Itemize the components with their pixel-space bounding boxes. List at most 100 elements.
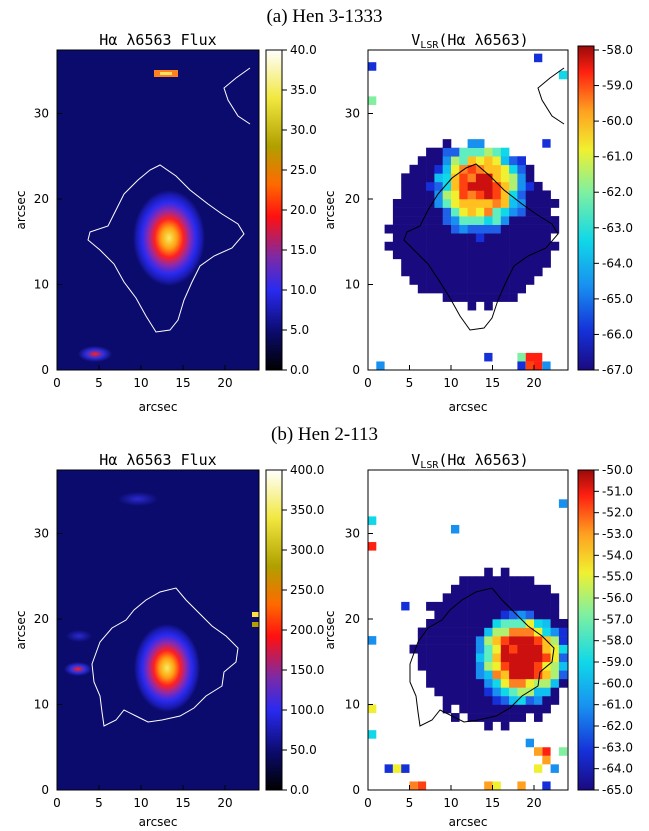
velocity-pixel [451,584,460,594]
velocity-pixel [509,670,518,680]
velocity-pixel [442,661,452,671]
velocity-pixel [409,781,418,790]
colorbar-tick-label: 200.0 [290,623,324,637]
velocity-pixel [401,601,410,611]
velocity-pixel [442,619,452,628]
x-tick-label: 10 [443,376,458,390]
velocity-pixel [517,653,526,663]
velocity-pixel [534,687,543,697]
y-tick-label: 0 [41,363,49,377]
velocity-pixel [525,593,535,603]
velocity-pixel [459,670,468,680]
colorbar-tick-label: -62.0 [602,185,633,199]
velocity-pixel [525,275,535,285]
velocity-pixel [401,258,410,268]
velocity-pixel [542,233,551,243]
velocity-pixel [534,610,543,620]
velocity-pixel [475,293,485,302]
velocity-pixel [484,293,493,302]
velocity-pixel [459,284,468,294]
velocity-ylabel-b: arcsec [323,611,337,650]
flux-colorbar-b [265,469,283,791]
velocity-pixel [434,644,443,654]
y-tick-label: 0 [352,783,360,797]
velocity-pixel [492,164,502,174]
velocity-pixel [467,199,477,208]
velocity-pixel [525,619,535,628]
y-tick-label: 20 [34,612,49,626]
velocity-pixel [517,678,526,688]
velocity-pixel [484,678,493,688]
velocity-pixel [517,584,526,594]
velocity-pixel [401,190,410,200]
velocity-pixel [550,661,560,671]
velocity-pixel [500,670,510,680]
velocity-pixel [459,695,468,705]
velocity-pixel [534,258,543,268]
colorbar-tick-label: -63.0 [602,221,633,235]
velocity-pixel [434,610,443,620]
velocity-pixel [451,164,460,174]
velocity-pixel [467,678,477,688]
velocity-pixel [475,181,485,191]
velocity-pixel [442,147,452,157]
velocity-pixel [459,584,468,594]
velocity-pixel [484,301,493,311]
velocity-pixel [467,284,477,294]
velocity-pixel [542,250,551,260]
velocity-pixel [517,207,526,217]
velocity-pixel [426,258,435,268]
velocity-pixel [509,593,518,603]
velocity-pixel [409,181,419,191]
velocity-pixel [467,224,477,234]
velocity-pixel [459,661,468,671]
velocity-pixel [509,241,518,251]
colorbar-tick-label: 35.0 [290,83,317,97]
velocity-pixel [475,199,485,208]
velocity-pixel [442,156,452,166]
y-tick-label: 30 [34,527,49,541]
velocity-pixel [442,704,452,714]
velocity-pixel [517,164,526,174]
velocity-pixel [558,661,568,671]
velocity-pixel [442,695,452,705]
velocity-pixel [550,601,560,611]
colorbar-tick-label: -59.0 [602,655,633,669]
velocity-pixel [517,224,526,234]
velocity-pixel [392,764,402,773]
colorbar-tick-label: 50.0 [290,743,317,757]
velocity-pixel [434,207,443,217]
velocity-pixel [534,584,543,594]
velocity-pixel [409,275,419,285]
velocity-pixel [467,704,477,714]
velocity-pixel [426,250,435,260]
velocity-pixel [459,224,468,234]
colorbar-tick-label: -51.0 [602,484,633,498]
velocity-pixel [558,678,568,688]
velocity-pixel [401,241,410,251]
velocity-pixel [492,610,502,620]
velocity-pixel [475,164,485,174]
velocity-pixel [500,627,510,637]
velocity-pixel [384,241,394,251]
velocity-pixel [492,233,502,243]
velocity-pixel [509,636,518,645]
velocity-pixel [475,190,485,200]
colorbar-tick-label: -61.0 [602,150,633,164]
velocity-pixel [426,233,435,243]
velocity-pixel [492,713,502,722]
y-tick-label: 10 [345,278,360,292]
velocity-pixel [500,207,510,217]
panel-a-velocity: VLSR(Hα λ6563) arcsec arcsec 0 5 10 15 20 0 10… [323,31,633,414]
velocity-pixel [451,258,460,268]
velocity-pixel [542,258,551,268]
velocity-pixel [550,644,560,654]
velocity-pixel [426,173,435,183]
panel-b-flux: Hα λ6563 Flux arcsec arcsec 0 5 10 15 20 0 10 2… [14,451,324,829]
velocity-pixel [442,275,452,285]
velocity-pixel [558,747,568,756]
velocity-pixel [542,755,551,765]
velocity-pixel [500,258,510,268]
velocity-pixel [484,636,493,645]
velocity-pixel [509,601,518,611]
